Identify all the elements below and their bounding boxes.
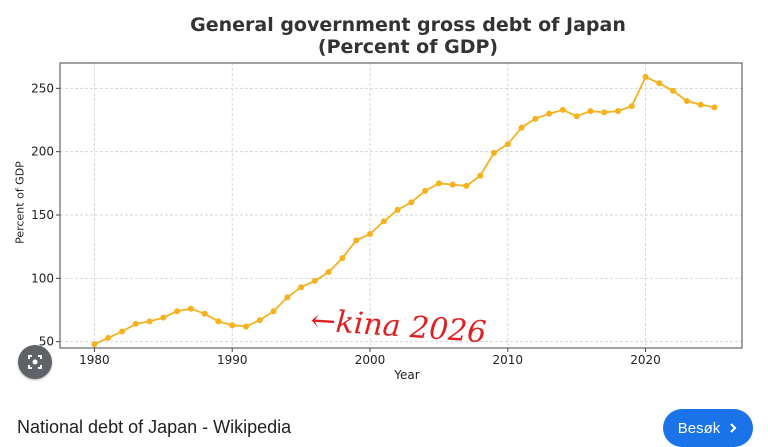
data-point <box>449 181 456 188</box>
chart-title-line-1: General government gross debt of Japan <box>190 14 626 36</box>
data-point <box>463 182 470 189</box>
data-point <box>353 237 360 244</box>
data-point <box>270 308 277 315</box>
data-point <box>518 124 525 131</box>
visit-button-label: Besøk <box>677 419 721 437</box>
chart-image[interactable]: 1980 1990 2000 2010 2020 50 100 150 200 250 ←kina … <box>0 0 768 390</box>
data-point <box>670 87 677 94</box>
image-search-icon <box>28 355 42 369</box>
handwritten-annotation: ←kina 2026 <box>309 303 487 350</box>
data-point <box>532 115 539 122</box>
data-point <box>573 113 580 120</box>
result-caption <box>0 395 768 447</box>
data-point <box>656 80 663 87</box>
plot-frame <box>59 62 743 349</box>
data-point <box>491 149 497 156</box>
data-point <box>119 328 125 335</box>
data-point <box>477 172 484 179</box>
data-point <box>311 277 318 284</box>
x-tick-label: 1980 <box>79 353 110 367</box>
y-tick-label: 150 <box>31 208 54 222</box>
data-point <box>435 180 442 187</box>
image-search-button[interactable] <box>18 345 52 379</box>
data-point <box>215 318 222 325</box>
series-line <box>94 75 715 346</box>
data-point <box>284 294 291 301</box>
y-tick-label: 250 <box>31 81 54 95</box>
data-point <box>105 334 112 341</box>
data-point <box>711 104 718 111</box>
data-point <box>697 101 704 108</box>
chart-title-line-2: (Percent of GDP) <box>317 36 499 58</box>
data-point <box>601 109 608 116</box>
data-point <box>587 108 594 115</box>
data-point <box>229 322 236 329</box>
data-point <box>408 199 415 206</box>
data-point <box>146 318 153 325</box>
data-point <box>174 308 181 315</box>
data-point <box>422 187 429 194</box>
data-point <box>187 305 194 312</box>
data-point <box>325 269 332 275</box>
data-point <box>160 314 167 321</box>
data-point <box>642 73 649 80</box>
data-point <box>628 103 635 110</box>
y-axis-label: Percent of GDP <box>13 161 27 244</box>
chart-title: General government gross debt of Japan (… <box>0 14 768 58</box>
x-tick-label: 2000 <box>355 353 386 367</box>
data-point <box>201 310 208 317</box>
x-tick-label: 2010 <box>493 353 524 367</box>
y-tick-label: 50 <box>39 335 54 349</box>
data-point <box>546 110 553 117</box>
data-point <box>339 255 346 262</box>
data-point <box>367 231 373 237</box>
data-point <box>559 106 566 113</box>
x-tick-label: 2020 <box>630 353 661 367</box>
visit-button[interactable]: Besøk <box>663 409 753 447</box>
data-point <box>91 341 98 348</box>
chevron-right-icon <box>730 423 737 433</box>
y-tick-label: 200 <box>31 145 54 159</box>
line-chart: 1980 1990 2000 2010 2020 50 100 150 200 250 ←kina … <box>31 62 743 367</box>
data-point <box>243 323 249 330</box>
y-tick-label: 100 <box>31 271 54 285</box>
source-page-title[interactable]: National debt of Japan - Wikipedia <box>17 417 292 437</box>
data-point <box>256 317 263 324</box>
data-point <box>504 141 511 148</box>
data-point <box>132 320 139 327</box>
x-axis-label: Year <box>394 368 420 382</box>
data-point <box>298 284 305 291</box>
data-point <box>683 98 690 104</box>
x-tick-label: 1990 <box>217 353 248 367</box>
data-point <box>380 218 387 225</box>
data-point <box>615 108 621 115</box>
data-point <box>394 206 401 213</box>
